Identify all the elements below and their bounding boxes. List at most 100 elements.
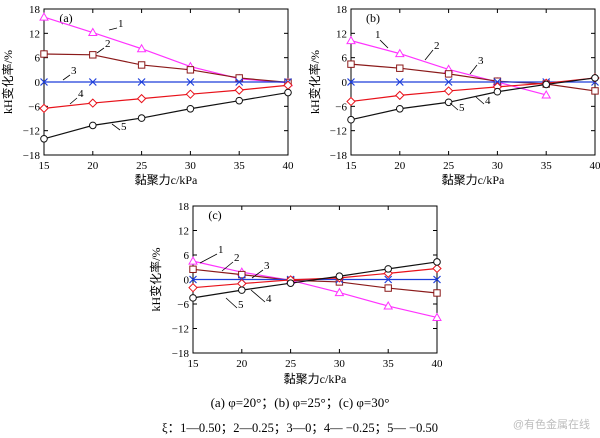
series-line-2 <box>192 268 438 294</box>
x-tick-label: 20 <box>87 160 99 172</box>
series-point-1 <box>39 12 49 21</box>
series-point-2 <box>433 289 441 297</box>
series-point-5 <box>40 134 48 143</box>
series-point-1 <box>383 301 394 310</box>
series-leader-3 <box>469 64 478 75</box>
series-point-1 <box>346 35 356 45</box>
series-point-5 <box>189 294 197 302</box>
x-tick-label: 25 <box>136 160 148 172</box>
x-tick-label: 40 <box>590 160 600 172</box>
y-axis-label: kH变化率/% <box>148 247 163 311</box>
series-point-2 <box>137 61 146 69</box>
y-tick-label: 6 <box>342 53 348 65</box>
y-tick-label: 0 <box>342 77 348 89</box>
x-tick-label: 35 <box>383 358 395 370</box>
series-point-5 <box>89 121 97 130</box>
series-point-1 <box>432 312 442 321</box>
series-point-3 <box>88 78 97 86</box>
x-tick-label: 40 <box>432 358 444 370</box>
x-tick-label: 30 <box>334 358 346 370</box>
y-tick-label: 6 <box>35 53 41 65</box>
series-point-3 <box>395 78 404 86</box>
series-point-5 <box>286 279 295 287</box>
series-point-5 <box>284 88 292 97</box>
series-leader-4 <box>69 97 78 105</box>
series-leader-1 <box>199 253 218 264</box>
y-tick-label: 12 <box>29 28 40 40</box>
series-point-1 <box>394 48 405 58</box>
series-leader-1 <box>379 39 389 49</box>
series-label-1: 1 <box>218 244 224 256</box>
y-tick-label: −6 <box>28 101 40 113</box>
series-leader-2 <box>424 49 434 61</box>
series-line-1 <box>192 260 438 319</box>
series-leader-3 <box>62 74 71 81</box>
series-point-2 <box>591 87 599 95</box>
series-line-4 <box>43 84 289 109</box>
y-axis-label: kH变化率/% <box>307 50 322 114</box>
series-leader-3 <box>251 269 264 279</box>
series-leader-5 <box>449 102 459 111</box>
series-point-3 <box>186 78 195 86</box>
series-point-3 <box>137 78 146 86</box>
series-label-3: 3 <box>478 55 484 67</box>
x-axis-label: 黏聚力c/kPa <box>442 173 505 187</box>
panel-label: (c) <box>208 208 221 222</box>
series-point-5 <box>591 74 599 82</box>
series-label-5: 5 <box>459 102 465 114</box>
panel-label: (a) <box>59 11 72 25</box>
y-tick-label: 18 <box>336 4 348 16</box>
series-point-5 <box>384 265 393 273</box>
series-leader-4 <box>475 96 485 105</box>
series-point-3 <box>347 78 355 86</box>
series-point-4 <box>346 96 356 107</box>
y-tick-label: 12 <box>178 226 189 238</box>
series-point-4 <box>395 90 405 101</box>
x-tick-label: 35 <box>234 160 246 172</box>
x-tick-label: 15 <box>346 160 358 172</box>
series-point-2 <box>444 70 453 78</box>
series-line-5 <box>192 261 438 299</box>
series-point-5 <box>137 114 146 122</box>
y-tick-label: 0 <box>35 77 41 89</box>
series-point-2 <box>396 64 404 72</box>
series-leader-4 <box>250 289 266 303</box>
panel-label: (b) <box>366 11 380 25</box>
series-point-4 <box>443 86 454 96</box>
figure-legend-text: ξ：1—0.50；2—0.25；3—0；4— −0.25；5— −0.50 <box>162 421 438 435</box>
series-point-4 <box>185 89 196 99</box>
series-point-4 <box>432 263 442 274</box>
series-point-2 <box>384 284 392 292</box>
series-point-1 <box>136 43 147 53</box>
series-point-3 <box>433 275 441 284</box>
series-point-3 <box>384 275 393 284</box>
series-point-4 <box>136 93 147 104</box>
series-point-5 <box>186 104 195 113</box>
series-leader-2 <box>221 261 234 272</box>
series-point-5 <box>542 80 551 89</box>
series-point-5 <box>235 96 243 105</box>
series-point-5 <box>396 104 404 113</box>
series-point-4 <box>234 85 244 95</box>
x-tick-label: 15 <box>39 160 51 172</box>
series-label-2: 2 <box>105 38 111 50</box>
series-label-4: 4 <box>78 88 84 100</box>
series-point-4 <box>39 103 49 114</box>
y-tick-label: −6 <box>177 299 189 311</box>
watermark: @有色金属在线 <box>512 419 590 431</box>
series-point-5 <box>493 87 502 96</box>
y-tick-label: 18 <box>178 201 190 213</box>
x-tick-label: 40 <box>283 160 295 172</box>
series-point-4 <box>188 282 198 293</box>
series-point-3 <box>235 78 244 86</box>
x-tick-label: 35 <box>541 160 553 172</box>
y-tick-label: −18 <box>172 348 190 360</box>
series-point-3 <box>189 275 197 284</box>
x-tick-label: 30 <box>185 160 197 172</box>
y-tick-label: −12 <box>23 126 40 138</box>
series-line-5 <box>350 77 596 121</box>
series-label-2: 2 <box>234 252 240 264</box>
